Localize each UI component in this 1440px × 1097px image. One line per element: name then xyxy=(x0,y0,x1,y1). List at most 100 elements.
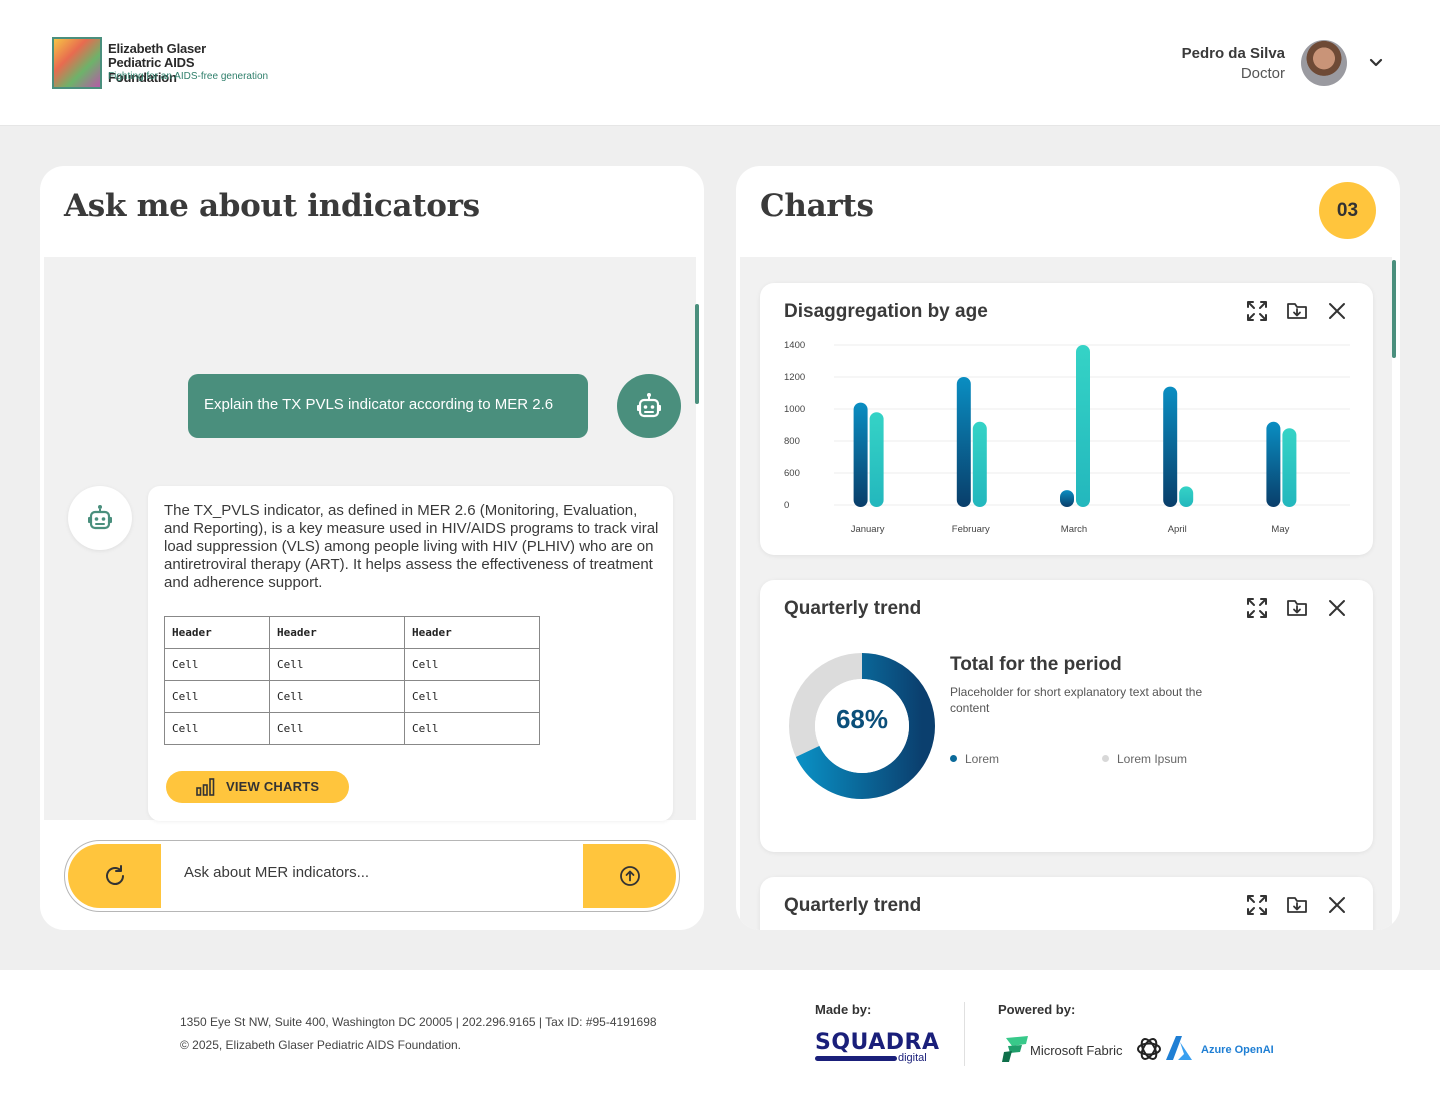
table-cell: Cell xyxy=(164,712,270,745)
chat-input[interactable] xyxy=(184,864,564,881)
charts-scrollbar[interactable] xyxy=(1392,260,1396,358)
expand-icon xyxy=(1247,301,1267,321)
donut-hole xyxy=(815,679,909,773)
bar-may-series2[interactable] xyxy=(1282,428,1297,507)
chart-card: Disaggregation by age xyxy=(760,283,1373,555)
x-tick-label: April xyxy=(1168,524,1187,535)
download-button[interactable] xyxy=(1285,299,1309,323)
user-message-bubble: Explain the TX PVLS indicator according … xyxy=(188,374,588,438)
folder-download-icon xyxy=(1287,600,1307,616)
bar-february-series1[interactable] xyxy=(956,377,971,507)
chat-composer xyxy=(64,840,680,912)
y-tick-label: 1000 xyxy=(784,404,805,415)
table-header: Header xyxy=(269,616,405,649)
chat-scrollbar[interactable] xyxy=(695,304,699,404)
legend-label: Lorem Ipsum xyxy=(1117,752,1188,766)
donut-value: 68% xyxy=(835,704,889,734)
expand-button[interactable] xyxy=(1245,893,1269,917)
y-tick-label: 800 xyxy=(784,436,800,447)
bar-march-series1[interactable] xyxy=(1060,490,1074,507)
expand-button[interactable] xyxy=(1245,596,1269,620)
user-role: Doctor xyxy=(1240,65,1285,82)
donut-slice-lorem[interactable] xyxy=(789,653,935,799)
response-table: Header Header Header Cell Cell Cell Cell… xyxy=(164,616,540,745)
expand-icon xyxy=(1247,895,1267,915)
footer-address: 1350 Eye St NW, Suite 400, Washington DC… xyxy=(180,1015,657,1029)
refresh-button[interactable] xyxy=(68,844,161,908)
send-arrow-up-icon xyxy=(620,866,640,886)
bar-april-series2[interactable] xyxy=(1179,486,1194,507)
foundation-logo[interactable]: Elizabeth Glaser Pediatric AIDS Foundati… xyxy=(52,37,268,89)
footer-copyright: © 2025, Elizabeth Glaser Pediatric AIDS … xyxy=(180,1038,461,1052)
azure-openai-label: Azure OpenAI xyxy=(1201,1044,1274,1056)
footer: 1350 Eye St NW, Suite 400, Washington DC… xyxy=(0,970,1440,1097)
close-button[interactable] xyxy=(1325,299,1349,323)
view-charts-label: VIEW CHARTS xyxy=(226,779,320,794)
bar-april-series1[interactable] xyxy=(1163,386,1178,507)
chat-history[interactable]: Explain the TX PVLS indicator according … xyxy=(44,257,696,821)
refresh-icon xyxy=(106,865,124,885)
legend-label: Lorem xyxy=(965,752,1000,766)
x-tick-label: May xyxy=(1271,524,1289,535)
bot-avatar xyxy=(68,486,132,550)
close-button[interactable] xyxy=(1325,596,1349,620)
table-row: Cell Cell Cell xyxy=(164,712,540,745)
expand-button[interactable] xyxy=(1245,299,1269,323)
chart-card: Quarterly trend xyxy=(760,877,1373,930)
y-tick-label: 1400 xyxy=(784,340,805,351)
chart-card-title: Quarterly trend xyxy=(784,895,922,916)
microsoft-fabric-label: Microsoft Fabric xyxy=(1030,1043,1123,1058)
microsoft-fabric-icon xyxy=(1002,1036,1028,1062)
close-button[interactable] xyxy=(1325,893,1349,917)
table-row: Cell Cell Cell xyxy=(164,648,540,681)
charts-count-badge: 03 xyxy=(1319,182,1376,239)
download-button[interactable] xyxy=(1285,893,1309,917)
user-menu[interactable]: Pedro da Silva Doctor xyxy=(1065,40,1385,86)
chat-panel-title: Ask me about indicators xyxy=(64,188,480,224)
squadra-logo-sub: digital xyxy=(898,1052,927,1064)
close-icon xyxy=(1329,303,1345,319)
table-cell: Cell xyxy=(164,680,270,713)
legend-item: Lorem Ipsum xyxy=(1102,752,1187,766)
chart-card-toolbar xyxy=(1245,893,1349,917)
squadra-logo-underline xyxy=(815,1056,897,1061)
x-tick-label: February xyxy=(952,524,990,535)
send-button[interactable] xyxy=(583,844,676,908)
x-tick-label: January xyxy=(851,524,885,535)
download-button[interactable] xyxy=(1285,596,1309,620)
robot-icon xyxy=(88,505,112,530)
user-avatar-bot xyxy=(617,374,681,438)
bar-march-series2[interactable] xyxy=(1076,345,1090,507)
bar-january-series2[interactable] xyxy=(869,412,884,507)
bar-chart-icon xyxy=(196,778,215,796)
user-name: Pedro da Silva xyxy=(1181,45,1285,62)
table-cell: Cell xyxy=(269,648,405,681)
summary-title: Total for the period xyxy=(950,654,1122,675)
openai-icon xyxy=(1137,1038,1161,1060)
folder-download-icon xyxy=(1287,303,1307,319)
brand-name-line1: Elizabeth Glaser xyxy=(108,41,206,56)
chart-card-toolbar xyxy=(1245,596,1349,620)
brand-tagline: Fighting for an AIDS-free generation xyxy=(108,71,269,82)
chart-card-title: Disaggregation by age xyxy=(784,301,988,322)
view-charts-button[interactable]: VIEW CHARTS xyxy=(166,771,349,803)
robot-icon xyxy=(637,393,661,418)
squadra-logo[interactable]: SQUADRA xyxy=(815,1030,940,1055)
table-cell: Cell xyxy=(269,680,405,713)
legend-swatch xyxy=(950,755,957,762)
avatar[interactable] xyxy=(1301,40,1347,86)
legend-item: Lorem xyxy=(950,752,999,766)
footer-divider xyxy=(964,1002,965,1066)
bar-january-series1[interactable] xyxy=(853,402,868,507)
chart-card: Quarterly trend xyxy=(760,580,1373,852)
chart-card-toolbar xyxy=(1245,299,1349,323)
charts-list[interactable]: Disaggregation by age xyxy=(740,257,1392,930)
bar-may-series1[interactable] xyxy=(1266,421,1281,507)
azure-icon xyxy=(1166,1036,1192,1060)
table-cell: Cell xyxy=(404,712,540,745)
bar-february-series2[interactable] xyxy=(972,421,987,507)
bar-chart: 0 600 800 1000 1200 1400 January February March A… xyxy=(784,340,1350,535)
chevron-down-icon[interactable] xyxy=(1367,54,1385,72)
table-cell: Cell xyxy=(404,648,540,681)
table-cell: Cell xyxy=(269,712,405,745)
